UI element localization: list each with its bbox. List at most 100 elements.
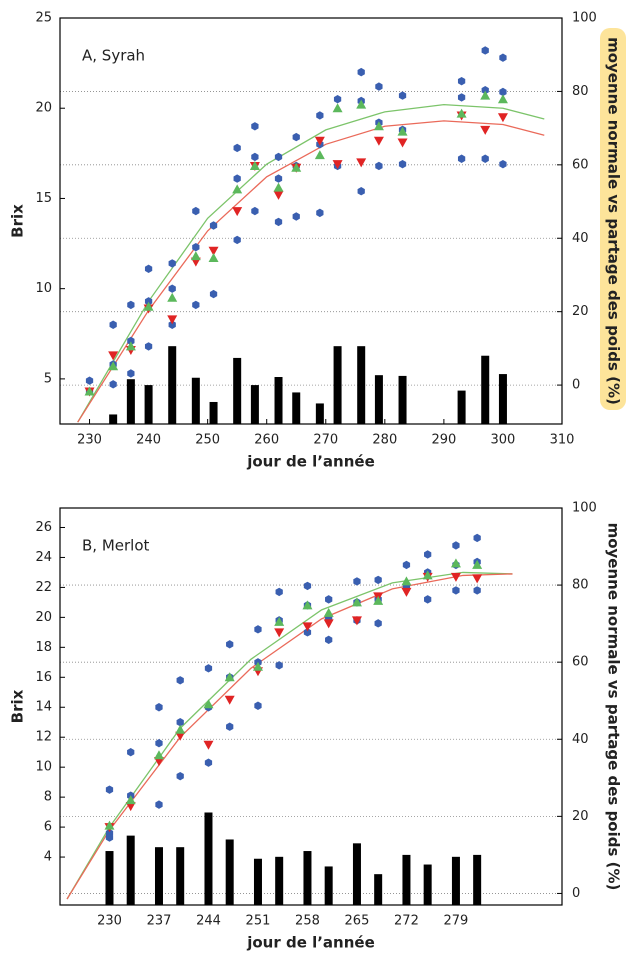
point-hexagon xyxy=(424,550,432,559)
point-hexagon xyxy=(333,95,342,104)
x-tick-label: 279 xyxy=(444,914,469,929)
point-triangle-up xyxy=(497,94,508,104)
point-hexagon xyxy=(209,289,218,299)
bar xyxy=(109,414,118,424)
point-hexagon xyxy=(292,212,300,221)
y-axis-title: Brix xyxy=(9,204,27,238)
y-tick-label: 10 xyxy=(35,760,52,775)
bar xyxy=(402,854,411,905)
point-triangle-up xyxy=(108,361,119,371)
point-hexagon xyxy=(155,800,163,809)
point-hexagon xyxy=(105,833,114,842)
point-triangle-up xyxy=(332,103,343,113)
point-triangle-down xyxy=(232,207,243,217)
point-hexagon xyxy=(357,187,365,196)
y2-tick-label: 80 xyxy=(572,84,589,99)
y2-tick-label: 80 xyxy=(572,578,589,593)
point-hexagon xyxy=(254,701,262,710)
point-triangle-up xyxy=(143,301,154,311)
point-triangle-up xyxy=(175,724,186,734)
bar xyxy=(105,851,114,905)
point-triangle-up xyxy=(401,576,412,586)
label-highlight xyxy=(600,28,626,410)
point-triangle-down xyxy=(273,190,284,200)
point-triangle-down xyxy=(332,160,343,170)
point-triangle-up xyxy=(274,616,285,626)
point-hexagon xyxy=(176,718,184,727)
point-hexagon xyxy=(499,53,507,62)
x-tick-label: 258 xyxy=(295,914,320,929)
point-triangle-down xyxy=(497,113,508,123)
y2-tick-label: 0 xyxy=(572,886,580,901)
fit-curve xyxy=(77,120,545,423)
point-hexagon xyxy=(316,208,324,218)
point-triangle-up xyxy=(273,182,284,192)
y-tick-label: 26 xyxy=(35,520,52,535)
x-tick-label: 310 xyxy=(550,433,575,448)
point-triangle-down xyxy=(351,616,362,626)
bar xyxy=(352,843,361,905)
y-tick-label: 20 xyxy=(35,610,52,625)
point-triangle-up xyxy=(323,607,334,617)
point-hexagon xyxy=(499,87,507,97)
point-triangle-down xyxy=(401,587,412,597)
point-hexagon xyxy=(275,661,283,670)
y2-tick-label: 60 xyxy=(572,157,589,172)
point-hexagon xyxy=(481,46,489,55)
y2-tick-label: 20 xyxy=(572,304,589,319)
bar xyxy=(374,375,383,424)
x-tick-label: 260 xyxy=(254,433,279,448)
plot-frame xyxy=(59,17,563,425)
bar xyxy=(250,385,259,424)
point-hexagon xyxy=(127,369,135,378)
point-triangle-up xyxy=(422,570,433,580)
point-triangle-down xyxy=(314,136,325,146)
y2-tick-label: 100 xyxy=(572,11,597,26)
point-hexagon xyxy=(226,722,234,731)
point-triangle-up xyxy=(356,99,367,109)
point-triangle-up xyxy=(373,595,384,605)
point-hexagon xyxy=(375,82,383,91)
y-tick-label: 18 xyxy=(35,640,52,655)
point-triangle-up xyxy=(351,597,362,607)
bar xyxy=(154,847,163,905)
bar xyxy=(315,403,324,424)
fit-curve xyxy=(66,573,513,900)
point-hexagon xyxy=(325,595,333,604)
point-triangle-down xyxy=(480,125,491,135)
point-hexagon xyxy=(105,785,114,794)
bar xyxy=(324,866,333,905)
point-triangle-up xyxy=(232,184,243,194)
point-hexagon xyxy=(85,376,94,385)
point-hexagon xyxy=(292,132,300,142)
point-hexagon xyxy=(424,595,432,604)
y2-tick-label: 40 xyxy=(572,732,589,747)
point-triangle-down xyxy=(203,740,214,750)
point-hexagon xyxy=(473,586,481,595)
point-hexagon xyxy=(499,159,507,169)
point-triangle-down xyxy=(323,619,334,629)
point-hexagon xyxy=(398,159,407,169)
point-hexagon xyxy=(452,541,460,550)
bar xyxy=(274,377,283,424)
point-hexagon xyxy=(316,111,324,120)
bar xyxy=(126,379,135,424)
plot-frame xyxy=(59,507,563,906)
point-hexagon xyxy=(155,739,163,748)
point-hexagon xyxy=(144,342,153,351)
y-axis-title: Brix xyxy=(9,689,27,723)
y-tick-label: 14 xyxy=(35,700,52,715)
y-tick-label: 25 xyxy=(35,11,52,26)
bar xyxy=(168,346,177,424)
point-triangle-up xyxy=(472,559,483,569)
point-triangle-down xyxy=(472,574,483,584)
bar xyxy=(498,374,507,424)
point-hexagon xyxy=(109,320,117,329)
point-triangle-down xyxy=(397,138,408,148)
y2-tick-label: 60 xyxy=(572,655,589,670)
x-tick-label: 251 xyxy=(246,914,271,929)
point-hexagon xyxy=(481,85,489,95)
point-hexagon xyxy=(155,703,163,712)
point-hexagon xyxy=(274,152,283,162)
